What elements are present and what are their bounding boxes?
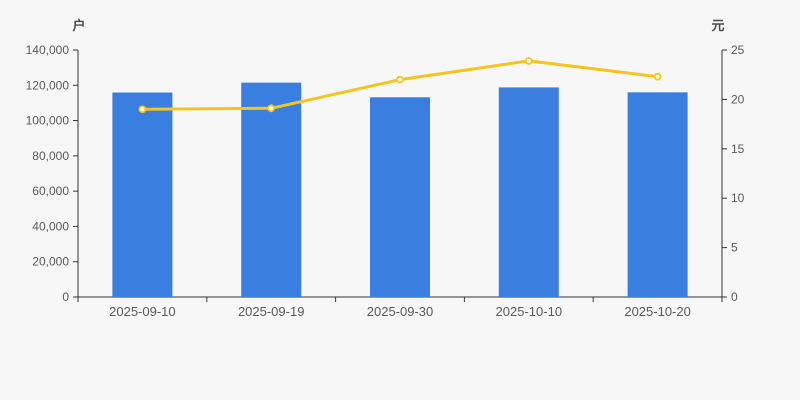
x-axis-category-label: 2025-09-19	[238, 304, 305, 319]
bar[interactable]	[498, 87, 559, 297]
bar[interactable]	[627, 92, 688, 297]
right-axis-tick-label: 25	[731, 43, 745, 57]
left-axis-tick-label: 120,000	[26, 78, 70, 92]
line-point[interactable]	[524, 56, 533, 65]
left-axis-tick-label: 140,000	[26, 43, 70, 57]
left-axis-unit-label: 户	[72, 18, 86, 33]
line-point[interactable]	[267, 104, 276, 113]
bar[interactable]	[241, 82, 302, 297]
left-axis-tick-label: 0	[62, 290, 69, 304]
left-axis-tick-label: 40,000	[32, 219, 69, 233]
left-axis-tick-label: 20,000	[32, 255, 69, 269]
bar[interactable]	[112, 92, 173, 297]
right-axis-tick-label: 15	[731, 142, 745, 156]
x-axis-category-label: 2025-10-20	[624, 304, 691, 319]
bar[interactable]	[370, 97, 430, 297]
left-axis-tick-label: 60,000	[32, 184, 69, 198]
line-point[interactable]	[653, 72, 662, 81]
right-axis-unit-label: 元	[711, 18, 725, 33]
line-point[interactable]	[138, 105, 147, 114]
right-axis-tick-label: 10	[731, 191, 745, 205]
right-axis-tick-label: 0	[731, 290, 738, 304]
left-axis-tick-label: 100,000	[26, 114, 70, 128]
x-axis-category-label: 2025-09-30	[367, 304, 434, 319]
right-axis-tick-label: 5	[731, 241, 738, 255]
right-axis-tick-label: 20	[731, 92, 745, 106]
x-axis-category-label: 2025-09-10	[109, 304, 176, 319]
left-axis-tick-label: 80,000	[32, 149, 69, 163]
line-point[interactable]	[396, 75, 404, 84]
x-axis-category-label: 2025-10-10	[496, 304, 563, 319]
